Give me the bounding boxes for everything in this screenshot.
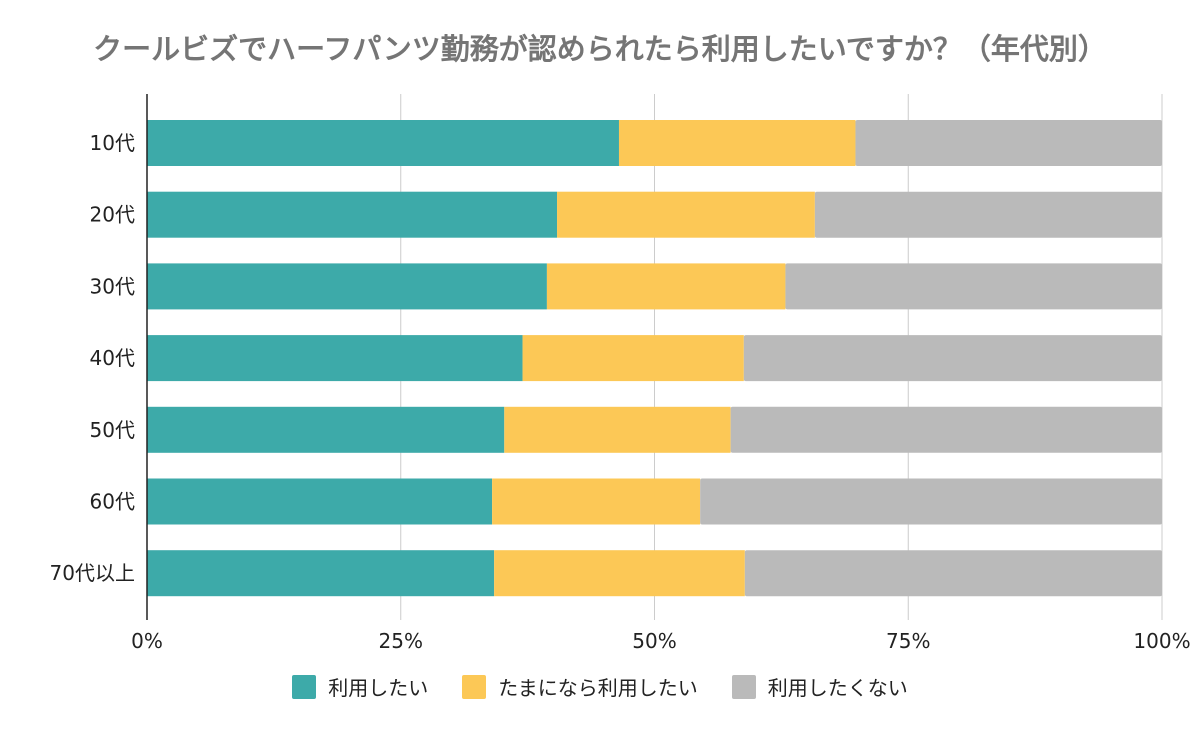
x-tick-label: 50% (632, 629, 676, 653)
bar-segment (743, 335, 1162, 382)
x-tick-label: 0% (131, 629, 163, 653)
bar-segment (494, 550, 745, 597)
y-category-label: 30代 (90, 274, 135, 298)
y-category-label: 50代 (90, 418, 135, 442)
chart-title: クールビズでハーフパンツ勤務が認められたら利用したいですか？（年代別） (93, 32, 1107, 66)
bar-segment (147, 550, 495, 597)
bar-segment (700, 478, 1162, 525)
bar-segment (618, 120, 856, 166)
y-category-label: 40代 (90, 346, 135, 370)
bar-segment (147, 191, 558, 238)
bar-segment (814, 191, 1162, 238)
bar-segment (147, 263, 547, 310)
y-category-label: 10代 (90, 131, 135, 155)
bar-segment (730, 406, 1162, 453)
legend-label: たまになら利用したい (498, 676, 698, 700)
x-tick-label: 25% (379, 629, 423, 653)
bar-segment (147, 120, 619, 166)
y-category-label: 70代以上 (50, 561, 135, 585)
legend-item: 利用したい (292, 672, 428, 701)
bar-segment (855, 120, 1162, 166)
x-tick-label: 75% (886, 629, 930, 653)
bar-segment (147, 335, 523, 382)
bar-segment (522, 335, 744, 382)
bar-segment (546, 263, 786, 310)
legend-swatch (292, 674, 317, 699)
x-tick-label: 100% (1133, 629, 1190, 653)
y-category-label: 60代 (90, 490, 135, 514)
legend-item: たまになら利用したい (462, 672, 698, 701)
legend-swatch (731, 674, 756, 699)
bar-segment (785, 263, 1162, 310)
y-category-label: 20代 (90, 203, 135, 227)
bar-segment (504, 406, 731, 453)
legend-swatch (462, 674, 487, 699)
legend-item: 利用したくない (731, 672, 908, 701)
legend: 利用したい たまになら利用したい 利用したくない (0, 672, 1200, 701)
legend-label: 利用したい (328, 676, 429, 700)
bar-segment (557, 191, 815, 238)
bar-segment (147, 478, 493, 525)
legend-label: 利用したくない (767, 676, 908, 700)
bar-segment (744, 550, 1162, 597)
bar-segment (492, 478, 701, 525)
bar-segment (147, 406, 505, 453)
